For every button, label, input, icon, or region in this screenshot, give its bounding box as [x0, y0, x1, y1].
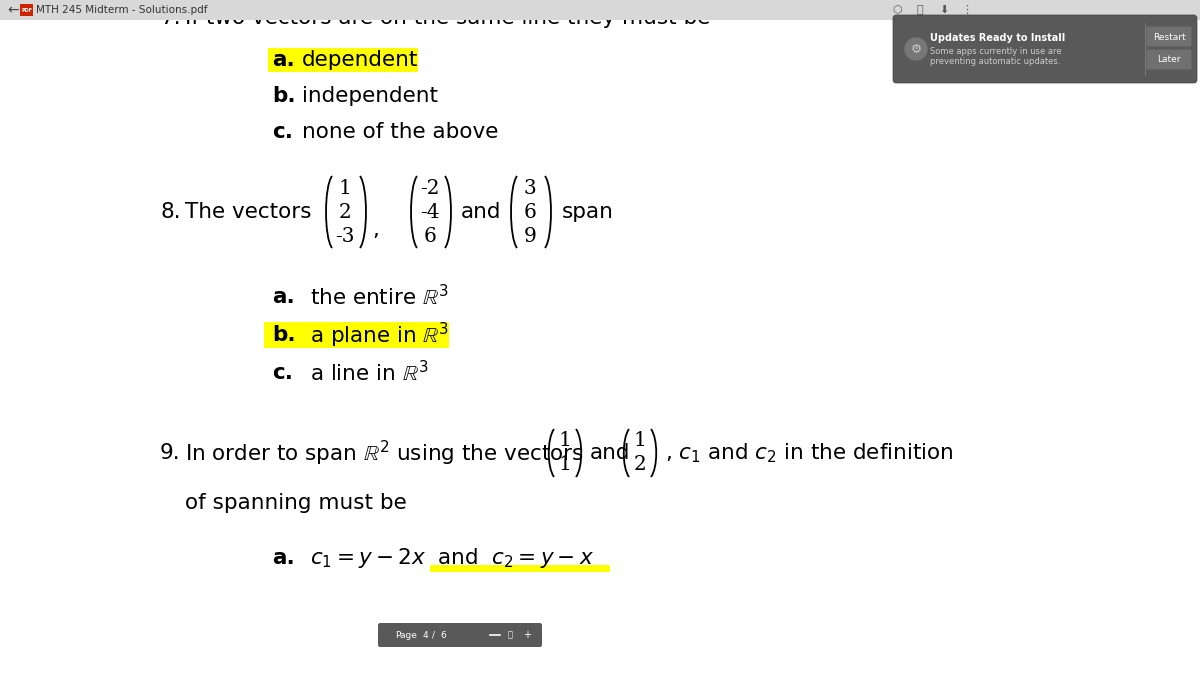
Text: 1: 1 [634, 431, 647, 450]
Text: Updates Ready to Install: Updates Ready to Install [930, 33, 1066, 43]
Text: Later: Later [1157, 55, 1181, 65]
FancyBboxPatch shape [268, 48, 418, 72]
Text: the entire $\mathbb{R}^3$: the entire $\mathbb{R}^3$ [310, 284, 449, 310]
Text: a line in $\mathbb{R}^3$: a line in $\mathbb{R}^3$ [310, 360, 428, 385]
Text: 🔍: 🔍 [508, 630, 512, 639]
Text: Some apps currently in use are: Some apps currently in use are [930, 47, 1062, 55]
Text: ⬇: ⬇ [940, 5, 949, 15]
Text: If two vectors are on the same line they must be: If two vectors are on the same line they… [185, 8, 710, 28]
Text: 4: 4 [424, 630, 428, 639]
FancyBboxPatch shape [1146, 26, 1192, 47]
Text: Page: Page [395, 630, 416, 639]
Text: , $c_1$ and $c_2$ in the definition: , $c_1$ and $c_2$ in the definition [665, 441, 954, 465]
Text: ⋮: ⋮ [961, 5, 972, 15]
Text: +: + [523, 630, 530, 640]
Text: ,: , [372, 220, 379, 240]
Text: PDF: PDF [22, 7, 32, 13]
Text: a plane in $\mathbb{R}^3$: a plane in $\mathbb{R}^3$ [310, 321, 449, 350]
Text: 🖨: 🖨 [917, 5, 923, 15]
Text: /: / [432, 630, 436, 639]
Text: 2: 2 [634, 456, 647, 475]
Text: 7.: 7. [160, 8, 181, 28]
Text: and: and [590, 443, 630, 463]
FancyBboxPatch shape [20, 4, 34, 16]
Text: span: span [562, 202, 614, 222]
Text: independent: independent [302, 86, 438, 106]
FancyBboxPatch shape [264, 322, 449, 348]
Text: dependent: dependent [302, 50, 419, 70]
Text: a.: a. [272, 50, 295, 70]
Text: 8.: 8. [160, 202, 181, 222]
Circle shape [905, 38, 928, 60]
Text: ←: ← [7, 3, 19, 17]
Text: -4: -4 [420, 202, 439, 221]
Text: a.: a. [272, 287, 295, 307]
FancyBboxPatch shape [378, 623, 542, 647]
Text: 9.: 9. [160, 443, 181, 463]
Text: preventing automatic updates.: preventing automatic updates. [930, 57, 1061, 65]
Text: MTH 245 Midterm - Solutions.pdf: MTH 245 Midterm - Solutions.pdf [36, 5, 208, 15]
Text: In order to span $\mathbb{R}^2$ using the vectors: In order to span $\mathbb{R}^2$ using th… [185, 438, 583, 468]
Text: $c_1 = y-2x$  and  $c_2 = y-x$: $c_1 = y-2x$ and $c_2 = y-x$ [310, 546, 594, 570]
Text: ⚙: ⚙ [911, 43, 922, 55]
Text: 9: 9 [523, 227, 536, 246]
FancyBboxPatch shape [430, 565, 610, 572]
Text: 1: 1 [338, 178, 352, 198]
Text: 1: 1 [558, 431, 571, 450]
Text: 1: 1 [558, 456, 571, 475]
Text: of spanning must be: of spanning must be [185, 493, 407, 513]
FancyBboxPatch shape [0, 0, 1200, 20]
Text: Restart: Restart [1153, 32, 1186, 41]
Text: a.: a. [272, 548, 295, 568]
Text: b.: b. [272, 86, 295, 106]
Text: 6: 6 [424, 227, 437, 246]
FancyBboxPatch shape [1146, 49, 1192, 70]
Text: c.: c. [272, 363, 293, 383]
Text: and: and [461, 202, 502, 222]
Text: -2: -2 [420, 178, 439, 198]
Text: -3: -3 [335, 227, 355, 246]
Text: 3: 3 [523, 178, 536, 198]
FancyBboxPatch shape [0, 20, 1200, 675]
Text: b.: b. [272, 325, 295, 345]
Text: 2: 2 [338, 202, 352, 221]
Text: 6: 6 [440, 630, 445, 639]
FancyBboxPatch shape [893, 15, 1198, 83]
Text: 6: 6 [523, 202, 536, 221]
Text: ⬡: ⬡ [892, 5, 902, 15]
Text: none of the above: none of the above [302, 122, 498, 142]
Text: The vectors: The vectors [185, 202, 312, 222]
Text: c.: c. [272, 122, 293, 142]
